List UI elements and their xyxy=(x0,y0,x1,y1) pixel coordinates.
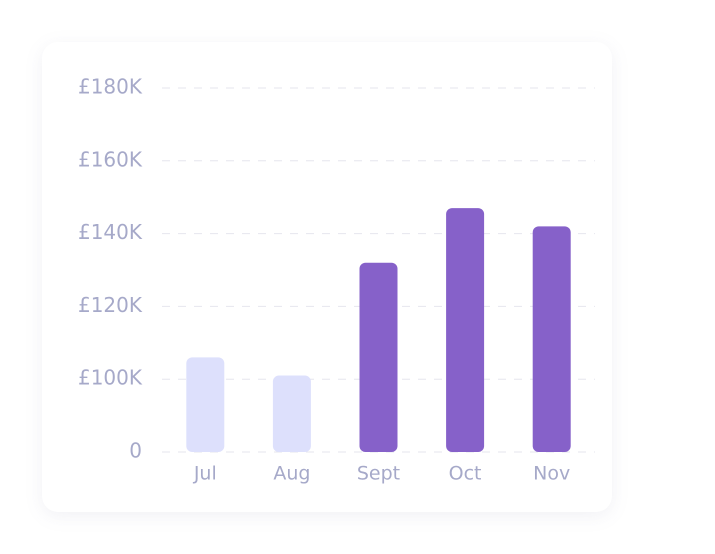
bar xyxy=(532,226,571,452)
bar xyxy=(446,208,485,452)
x-tick-label: Oct xyxy=(449,463,482,485)
y-tick-label: £160K xyxy=(78,147,143,171)
y-tick-label: £140K xyxy=(78,220,143,244)
y-tick-label: £120K xyxy=(78,293,143,317)
x-tick-label: Nov xyxy=(533,463,570,485)
y-tick-label: £180K xyxy=(78,75,143,99)
bar xyxy=(272,375,311,452)
bar xyxy=(359,262,398,452)
y-tick-label: 0 xyxy=(129,439,142,463)
bar xyxy=(186,357,225,452)
x-tick-label: Jul xyxy=(193,463,217,485)
chart-card xyxy=(42,42,612,512)
y-tick-label: £100K xyxy=(78,366,143,390)
x-tick-label: Aug xyxy=(273,463,310,485)
x-tick-label: Sept xyxy=(357,463,400,485)
